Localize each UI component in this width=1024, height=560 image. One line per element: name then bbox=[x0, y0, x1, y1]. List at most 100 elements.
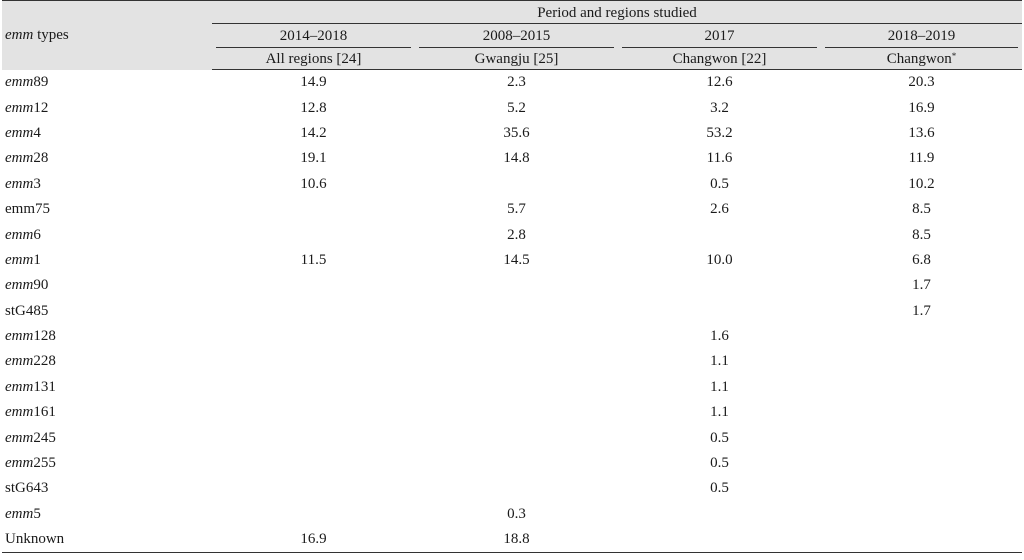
table-row: emm128 1.6 bbox=[2, 324, 1022, 349]
value-cell bbox=[212, 222, 415, 247]
emm-type-number: 255 bbox=[33, 455, 56, 472]
emm-prefix: emm bbox=[5, 429, 34, 446]
value-cell bbox=[415, 172, 618, 197]
value-cell: 3.2 bbox=[710, 99, 729, 116]
value-cell bbox=[212, 349, 415, 374]
region-header-1: All regions [24] bbox=[212, 48, 415, 70]
value-cell bbox=[415, 299, 618, 324]
value-cell bbox=[821, 400, 1022, 425]
emm-type-number: 4 bbox=[33, 124, 41, 141]
value-cell bbox=[415, 375, 618, 400]
value-cell: 53.2 bbox=[706, 124, 733, 141]
value-cell: 8.5 bbox=[912, 226, 931, 243]
value-cell bbox=[415, 425, 618, 450]
value-cell: 0.5 bbox=[710, 429, 729, 446]
value-cell: 2.8 bbox=[507, 226, 526, 243]
value-cell bbox=[415, 400, 618, 425]
value-cell bbox=[212, 476, 415, 501]
value-cell bbox=[415, 476, 618, 501]
period-label: 2017 bbox=[622, 26, 817, 48]
value-cell: 35.6 bbox=[503, 124, 530, 141]
footnote-mark: * bbox=[951, 50, 957, 61]
emm-prefix: emm bbox=[5, 99, 34, 116]
value-cell: 2.3 bbox=[507, 74, 526, 91]
table-row: emm228 1.1 bbox=[2, 349, 1022, 374]
value-cell bbox=[212, 324, 415, 349]
value-cell bbox=[821, 527, 1022, 554]
value-cell bbox=[212, 197, 415, 222]
value-cell bbox=[618, 222, 821, 247]
table-row: emm1 11.5 14.5 10.0 6.8 bbox=[2, 248, 1022, 273]
value-cell: 10.6 bbox=[300, 175, 327, 192]
emm-type-cell: emm255 bbox=[2, 451, 212, 476]
table-row: Unknown 16.9 18.8 bbox=[2, 527, 1022, 554]
emm-prefix: emm bbox=[5, 404, 34, 421]
emm-type-cell: emm131 bbox=[2, 375, 212, 400]
emm-type-number: 5 bbox=[33, 505, 41, 522]
emm-type-cell: emm1 bbox=[2, 248, 212, 273]
region-header-3: Changwon [22] bbox=[618, 48, 821, 70]
value-cell: 18.8 bbox=[415, 527, 618, 554]
value-cell: 0.5 bbox=[710, 455, 729, 472]
value-cell bbox=[212, 502, 415, 527]
emm-prefix: emm bbox=[5, 277, 34, 294]
value-cell bbox=[212, 375, 415, 400]
emm-type-number: emm75 bbox=[5, 201, 50, 218]
emm-type-number: 128 bbox=[33, 328, 56, 345]
value-cell bbox=[415, 451, 618, 476]
table-body: emm89 14.9 2.3 12.6 20.3 emm12 12.8 5.2 3.2 16.9 e… bbox=[2, 70, 1022, 554]
period-header-1: 2014–2018 bbox=[212, 26, 415, 48]
table-row: emm28 19.1 14.8 11.6 11.9 bbox=[2, 146, 1022, 171]
emm-type-number: Unknown bbox=[5, 531, 65, 548]
value-cell: 20.3 bbox=[908, 74, 935, 91]
emm-type-number: stG485 bbox=[5, 302, 49, 319]
period-header-2: 2008–2015 bbox=[415, 26, 618, 48]
emm-prefix: emm bbox=[5, 328, 34, 345]
emm-type-cell: emm3 bbox=[2, 172, 212, 197]
value-cell bbox=[618, 502, 821, 527]
corner-label-rest: types bbox=[33, 26, 69, 43]
table-header: emm types Period and regions studied 201… bbox=[2, 0, 1022, 70]
table-row: emm161 1.1 bbox=[2, 400, 1022, 425]
value-cell bbox=[821, 324, 1022, 349]
emm-type-number: 245 bbox=[33, 429, 56, 446]
emm-prefix: emm bbox=[5, 73, 34, 90]
emm-type-cell: emm28 bbox=[2, 146, 212, 171]
value-cell: 14.8 bbox=[503, 150, 530, 167]
emm-type-cell: emm245 bbox=[2, 425, 212, 450]
emm-prefix: emm bbox=[5, 124, 34, 141]
emm-prefix: emm bbox=[5, 226, 34, 243]
value-cell bbox=[212, 400, 415, 425]
table-row: emm75 5.7 2.6 8.5 bbox=[2, 197, 1022, 222]
value-cell: 19.1 bbox=[300, 150, 327, 167]
emm-type-cell: emm89 bbox=[2, 70, 212, 96]
emm-type-cell: stG643 bbox=[2, 476, 212, 501]
emm-type-cell: emm12 bbox=[2, 95, 212, 120]
table-row: emm12 12.8 5.2 3.2 16.9 bbox=[2, 95, 1022, 120]
emm-type-cell: emm4 bbox=[2, 121, 212, 146]
region-header-4: Changwon* bbox=[821, 48, 1022, 70]
emm-prefix: emm bbox=[5, 378, 34, 395]
emm-prefix: emm bbox=[5, 251, 34, 268]
value-cell: 14.9 bbox=[300, 74, 327, 91]
emm-type-cell: emm228 bbox=[2, 349, 212, 374]
emm-prefix: emm bbox=[5, 353, 34, 370]
emm-types-column-header: emm types bbox=[2, 0, 212, 70]
value-cell bbox=[415, 349, 618, 374]
table-row: stG643 0.5 bbox=[2, 476, 1022, 501]
emm-type-number: 90 bbox=[33, 277, 49, 294]
period-label: 2014–2018 bbox=[216, 26, 411, 48]
value-cell bbox=[821, 451, 1022, 476]
table-row: emm131 1.1 bbox=[2, 375, 1022, 400]
table-row: emm89 14.9 2.3 12.6 20.3 bbox=[2, 70, 1022, 96]
value-cell: 5.7 bbox=[507, 201, 526, 218]
value-cell bbox=[212, 451, 415, 476]
emm-type-number: 12 bbox=[33, 99, 49, 116]
emm-prefix: emm bbox=[5, 455, 34, 472]
table-row: emm3 10.6 0.5 10.2 bbox=[2, 172, 1022, 197]
value-cell bbox=[415, 273, 618, 298]
emm-type-cell: emm90 bbox=[2, 273, 212, 298]
value-cell: 16.9 bbox=[212, 527, 415, 554]
value-cell: 6.8 bbox=[912, 251, 931, 268]
